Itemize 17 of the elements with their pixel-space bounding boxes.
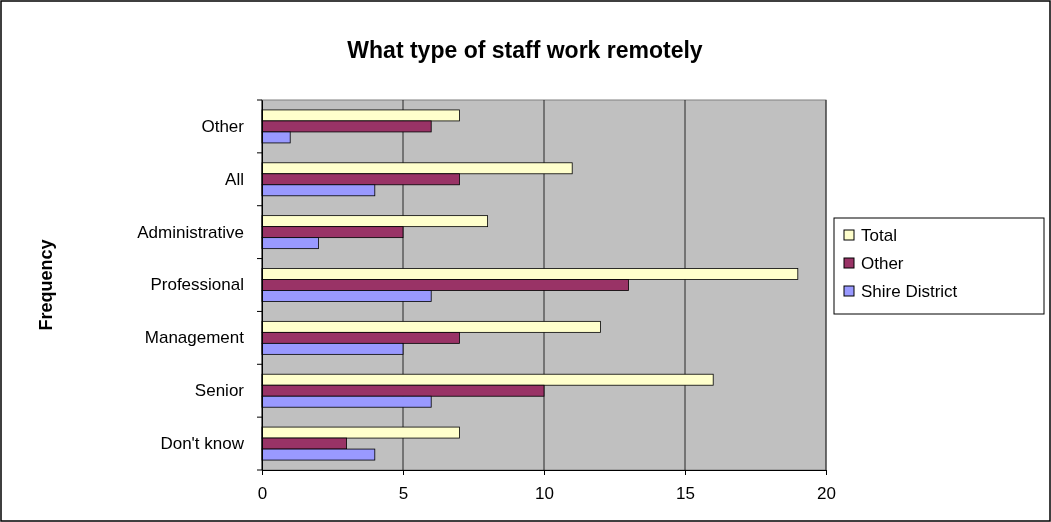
legend-label: Shire District [861,282,958,301]
y-tick-label: Management [144,328,245,348]
legend-label: Total [861,226,897,245]
y-tick-label: Senior [194,381,245,401]
y-tick-label: Other [201,116,245,136]
x-tick-label: 15 [676,484,695,504]
y-tick-label: Professional [150,275,244,295]
y-tick-label: All [225,169,244,189]
x-tick-label: 20 [817,484,836,504]
y-tick-label: Administrative [137,222,244,242]
chart-title: What type of staff work remotely [347,37,703,63]
x-tick-label: 0 [257,484,268,504]
y-axis-title: Frequency [36,239,56,331]
legend-label: Other [861,254,904,273]
x-tick-label: 5 [398,484,409,504]
y-tick-label: Don't know [160,434,245,454]
x-tick-label: 10 [535,484,554,504]
